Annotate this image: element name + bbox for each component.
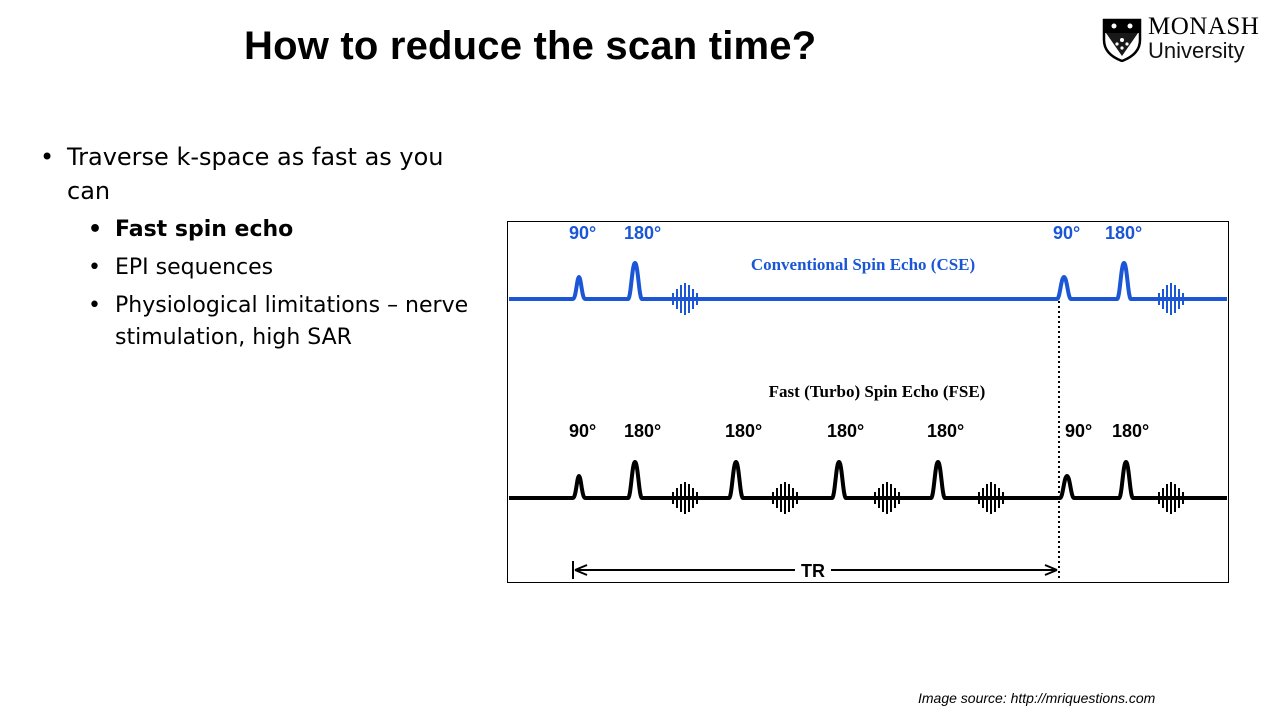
sub-bullet-fse: Fast spin echo — [88, 214, 480, 246]
crest-icon — [1102, 18, 1142, 62]
fse-echo-5 — [1158, 482, 1184, 514]
fse-label-90: 90° — [569, 421, 596, 441]
cse-echo-1 — [672, 283, 698, 315]
fse-label-180d: 180° — [927, 421, 964, 441]
fse-label-180e: 180° — [1112, 421, 1149, 441]
fse-echo-2 — [772, 482, 798, 514]
fse-echo-4 — [978, 482, 1004, 514]
cse-label-180: 180° — [624, 223, 661, 243]
tr-label: TR — [801, 561, 825, 581]
pulse-sequence-diagram: 90° 180° 90° 180° Conventional Spin Echo… — [507, 221, 1229, 583]
fse-label-90b: 90° — [1065, 421, 1092, 441]
fse-title: Fast (Turbo) Spin Echo (FSE) — [769, 382, 986, 401]
logo-name: MONASH — [1148, 13, 1260, 40]
fse-label-180c: 180° — [827, 421, 864, 441]
monash-logo: MONASH University — [1100, 14, 1270, 66]
tr-arrow — [572, 561, 1058, 579]
figure-frame — [507, 221, 1229, 583]
cse-label-180b: 180° — [1105, 223, 1142, 243]
cse-label-90: 90° — [569, 223, 596, 243]
sub-bullet-epi: EPI sequences — [88, 252, 480, 284]
cse-label-90b: 90° — [1053, 223, 1080, 243]
sub-bullet-physiology: Physiological limitations – nerve stimul… — [88, 290, 480, 354]
bullet-main: Traverse k-space as fast as you can — [40, 140, 480, 208]
fse-label-180a: 180° — [624, 421, 661, 441]
logo-subtitle: University — [1148, 38, 1245, 63]
fse-echo-1 — [672, 482, 698, 514]
fse-label-180b: 180° — [725, 421, 762, 441]
image-source: Image source: http://mriquestions.com — [918, 690, 1156, 706]
fse-echo-3 — [874, 482, 900, 514]
cse-waveform — [509, 261, 1227, 301]
fse-waveform — [509, 460, 1227, 500]
cse-title: Conventional Spin Echo (CSE) — [751, 255, 975, 274]
cse-echo-2 — [1158, 283, 1184, 315]
sub-bullet-list: Fast spin echo EPI sequences Physiologic… — [40, 214, 480, 354]
slide-title: How to reduce the scan time? — [244, 24, 817, 68]
bullet-list: Traverse k-space as fast as you can Fast… — [40, 140, 480, 360]
